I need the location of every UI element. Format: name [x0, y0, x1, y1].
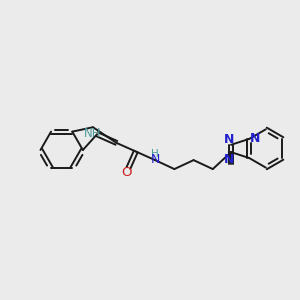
Text: H: H [151, 149, 159, 159]
Text: N: N [250, 132, 260, 146]
Text: N: N [151, 153, 160, 166]
Text: N: N [224, 133, 235, 146]
Text: N: N [224, 153, 235, 166]
Text: O: O [121, 166, 132, 179]
Text: NH: NH [84, 127, 101, 140]
